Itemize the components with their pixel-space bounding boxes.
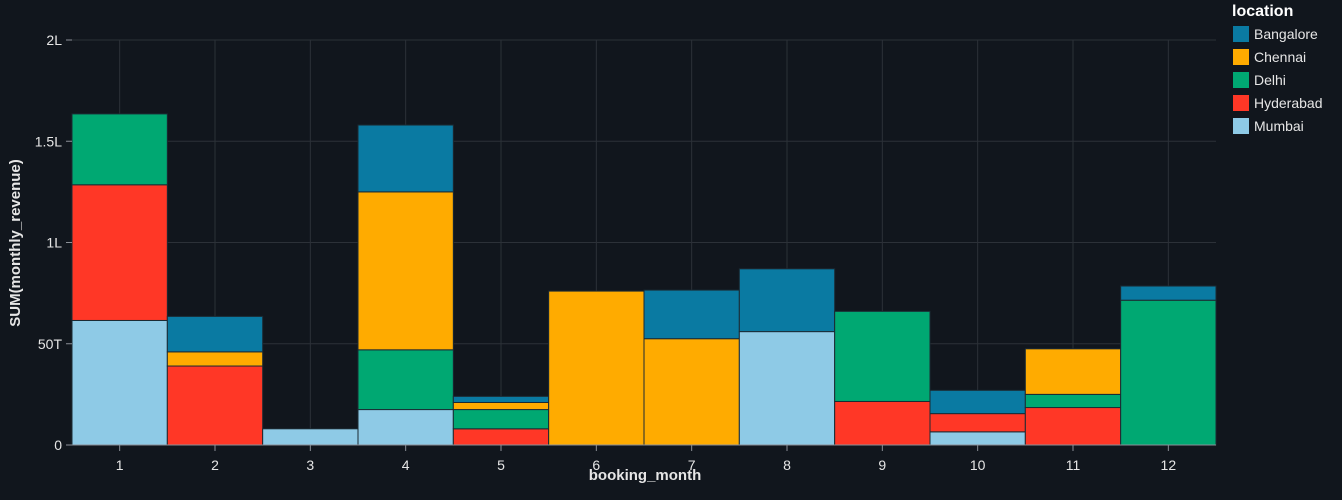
bar-segment-hyderabad-month-11[interactable]: [1024, 407, 1122, 446]
bar-segment-bangalore-month-8[interactable]: [738, 268, 836, 333]
bar-segment-chennai-month-4[interactable]: [357, 191, 454, 351]
x-tick-label: 7: [688, 457, 696, 473]
x-tick-label: 12: [1161, 457, 1177, 473]
legend: location Bangalore Chennai Delhi Hyderabad M…: [1232, 3, 1323, 134]
bar-segment-delhi-month-11[interactable]: [1024, 393, 1122, 409]
y-tick-label: 1.5L: [35, 133, 62, 149]
bar-segment-delhi-month-12[interactable]: [1120, 299, 1217, 446]
bar-segment-delhi-month-1[interactable]: [71, 113, 168, 186]
bars: [71, 113, 1217, 446]
legend-label-delhi[interactable]: Delhi: [1254, 72, 1286, 88]
legend-swatch-hyderabad[interactable]: [1233, 95, 1249, 111]
bar-segment-bangalore-month-5[interactable]: [452, 395, 550, 403]
bar-segment-bangalore-month-4[interactable]: [357, 124, 454, 193]
legend-label-hyderabad[interactable]: Hyderabad: [1254, 95, 1323, 111]
bar-segment-chennai-month-6[interactable]: [548, 290, 645, 446]
y-axis-title: SUM(monthly_revenue): [7, 159, 24, 327]
x-tick-label: 4: [402, 457, 410, 473]
bar-segment-hyderabad-month-9[interactable]: [834, 400, 931, 446]
bar-segment-mumbai-month-10[interactable]: [929, 431, 1026, 446]
legend-title: location: [1232, 3, 1293, 20]
bar-segment-delhi-month-5[interactable]: [452, 409, 550, 430]
bar-segment-chennai-month-7[interactable]: [643, 338, 740, 446]
bar-segment-delhi-month-9[interactable]: [834, 310, 931, 402]
legend-swatch-mumbai[interactable]: [1233, 118, 1249, 134]
x-tick-label: 6: [592, 457, 600, 473]
bar-segment-mumbai-month-4[interactable]: [357, 409, 454, 446]
bar-segment-delhi-month-4[interactable]: [357, 349, 454, 411]
x-tick-label: 9: [878, 457, 886, 473]
bar-segment-hyderabad-month-1[interactable]: [71, 184, 168, 321]
legend-swatch-delhi[interactable]: [1233, 72, 1249, 88]
x-tick-label: 10: [970, 457, 986, 473]
y-tick-label: 50T: [38, 336, 63, 352]
bar-segment-chennai-month-2[interactable]: [166, 351, 264, 367]
bar-segment-chennai-month-11[interactable]: [1024, 348, 1122, 395]
bar-segment-bangalore-month-10[interactable]: [929, 389, 1026, 415]
x-tick-label: 5: [497, 457, 505, 473]
bar-segment-hyderabad-month-5[interactable]: [452, 428, 550, 446]
x-tick-label: 11: [1066, 457, 1081, 473]
x-tick-label: 3: [306, 457, 314, 473]
bar-segment-mumbai-month-3[interactable]: [262, 428, 359, 446]
x-axis-title: booking_month: [589, 467, 702, 484]
legend-label-mumbai[interactable]: Mumbai: [1254, 118, 1304, 134]
bar-segment-bangalore-month-12[interactable]: [1120, 285, 1217, 301]
legend-swatch-bangalore[interactable]: [1233, 26, 1249, 42]
bar-segment-hyderabad-month-10[interactable]: [929, 413, 1026, 433]
legend-swatch-chennai[interactable]: [1233, 49, 1249, 65]
bar-segment-bangalore-month-7[interactable]: [643, 289, 740, 340]
y-tick-label: 2L: [46, 32, 62, 48]
legend-label-bangalore[interactable]: Bangalore: [1254, 26, 1318, 42]
x-tick-label: 1: [116, 457, 124, 473]
x-tick-label: 8: [783, 457, 791, 473]
bar-segment-bangalore-month-2[interactable]: [166, 315, 264, 353]
bar-segment-chennai-month-5[interactable]: [452, 401, 550, 411]
y-tick-label: 1L: [46, 235, 62, 251]
bar-segment-hyderabad-month-2[interactable]: [166, 365, 264, 446]
legend-label-chennai[interactable]: Chennai: [1254, 49, 1306, 65]
bar-segment-mumbai-month-1[interactable]: [71, 319, 168, 446]
bar-segment-mumbai-month-8[interactable]: [738, 331, 836, 446]
x-tick-label: 2: [211, 457, 219, 473]
y-tick-label: 0: [54, 437, 62, 453]
